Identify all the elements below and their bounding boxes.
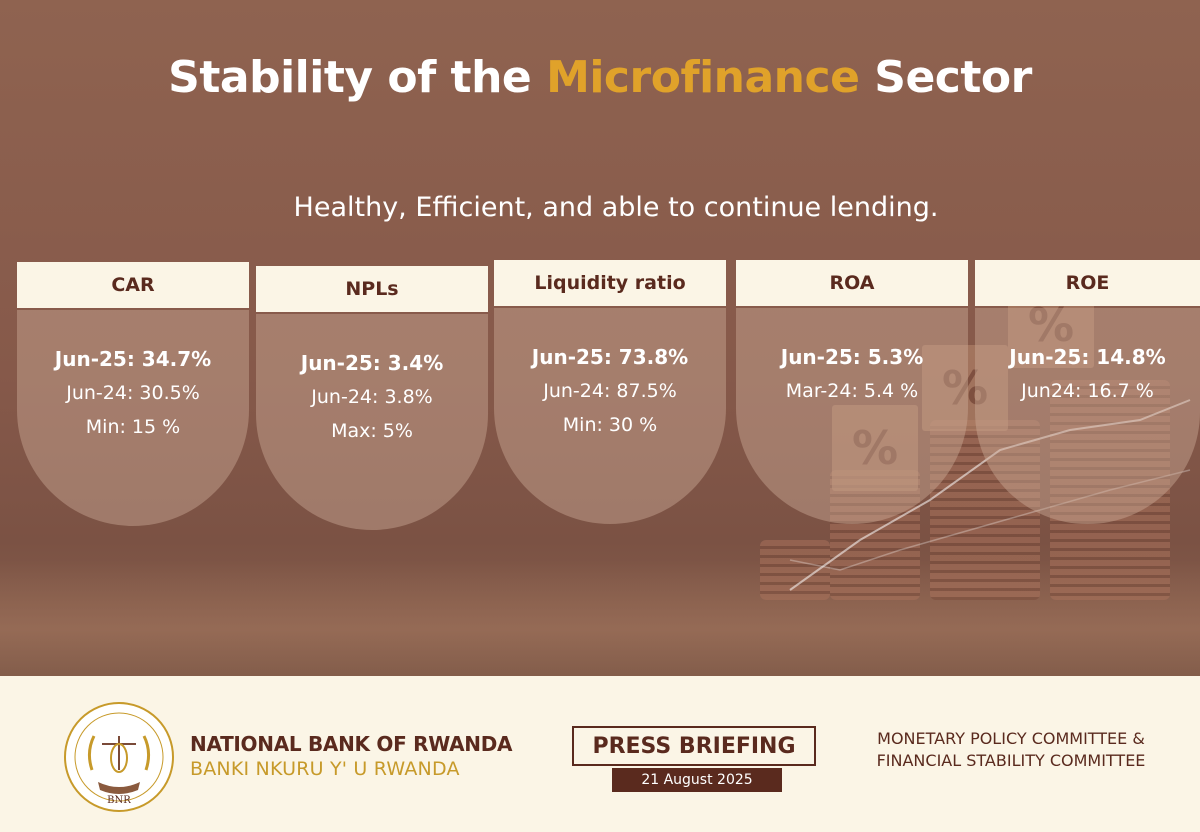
card-current-value: Jun-25: 5.3% xyxy=(780,345,924,369)
hero-banner: % % % Stability of the Microfinance Sect… xyxy=(0,0,1200,676)
page-title: Stability of the Microfinance Sector xyxy=(0,52,1200,103)
card-label: CAR xyxy=(17,262,249,308)
card-current-value: Jun-25: 14.8% xyxy=(1009,345,1166,369)
card-label: ROA xyxy=(736,260,968,306)
card-threshold: Min: 15 % xyxy=(85,416,181,438)
press-briefing-label: PRESS BRIEFING xyxy=(572,726,816,766)
card-current-value: Jun-25: 3.4% xyxy=(300,351,444,375)
percent-cube-icon: % xyxy=(922,345,1008,431)
press-date: 21 August 2025 xyxy=(612,768,782,792)
percent-cube-icon: % xyxy=(832,405,918,491)
card-current-value: Jun-25: 34.7% xyxy=(54,347,212,371)
metric-card-npls: NPLs Jun-25: 3.4% Jun-24: 3.8% Max: 5% xyxy=(256,266,488,530)
card-body: Jun-25: 73.8% Jun-24: 87.5% Min: 30 % xyxy=(494,308,726,524)
metric-card-car: CAR Jun-25: 34.7% Jun-24: 30.5% Min: 15 … xyxy=(17,262,249,526)
title-part: Stability of the xyxy=(168,52,547,103)
committee-line: FINANCIAL STABILITY COMMITTEE xyxy=(876,751,1146,770)
card-current-value: Jun-25: 73.8% xyxy=(531,345,689,369)
metric-card-roe: ROE Jun-25: 14.8% Jun24: 16.7 % xyxy=(975,260,1200,524)
coin-stack-decoration xyxy=(830,470,920,600)
card-body: Jun-25: 5.3% Mar-24: 5.4 % xyxy=(736,308,968,524)
metric-card-liquidity: Liquidity ratio Jun-25: 73.8% Jun-24: 87… xyxy=(494,260,726,524)
card-body: Jun-25: 3.4% Jun-24: 3.8% Max: 5% xyxy=(256,314,488,530)
trend-line-decoration xyxy=(789,399,1191,591)
seal-text: BNR xyxy=(107,795,131,806)
committee-label: MONETARY POLICY COMMITTEE & FINANCIAL ST… xyxy=(846,728,1176,772)
card-label: Liquidity ratio xyxy=(494,260,726,306)
bank-name-en: NATIONAL BANK OF RWANDA xyxy=(190,732,513,756)
card-prior-value: Jun24: 16.7 % xyxy=(1021,380,1154,402)
card-prior-value: Jun-24: 87.5% xyxy=(543,380,677,402)
card-body: Jun-25: 14.8% Jun24: 16.7 % xyxy=(975,308,1200,524)
footer: BNR NATIONAL BANK OF RWANDA BANKI NKURU … xyxy=(0,676,1200,832)
committee-line: MONETARY POLICY COMMITTEE & xyxy=(877,729,1145,748)
card-label: NPLs xyxy=(256,266,488,312)
title-part: Sector xyxy=(859,52,1032,103)
card-prior-value: Jun-24: 3.8% xyxy=(311,386,433,408)
bnr-seal-icon: BNR xyxy=(64,702,174,812)
card-label: ROE xyxy=(975,260,1200,306)
card-body: Jun-25: 34.7% Jun-24: 30.5% Min: 15 % xyxy=(17,310,249,526)
metric-card-roa: ROA Jun-25: 5.3% Mar-24: 5.4 % xyxy=(736,260,968,524)
coin-stack-decoration xyxy=(930,420,1040,600)
page-subtitle: Healthy, Efficient, and able to continue… xyxy=(293,192,939,223)
card-threshold: Max: 5% xyxy=(331,420,413,442)
card-prior-value: Jun-24: 30.5% xyxy=(66,382,200,404)
bank-name-rw: BANKI NKURU Y' U RWANDA xyxy=(190,758,460,780)
title-accent: Microfinance xyxy=(546,52,860,103)
card-prior-value: Mar-24: 5.4 % xyxy=(785,380,919,402)
card-threshold: Min: 30 % xyxy=(562,414,658,436)
